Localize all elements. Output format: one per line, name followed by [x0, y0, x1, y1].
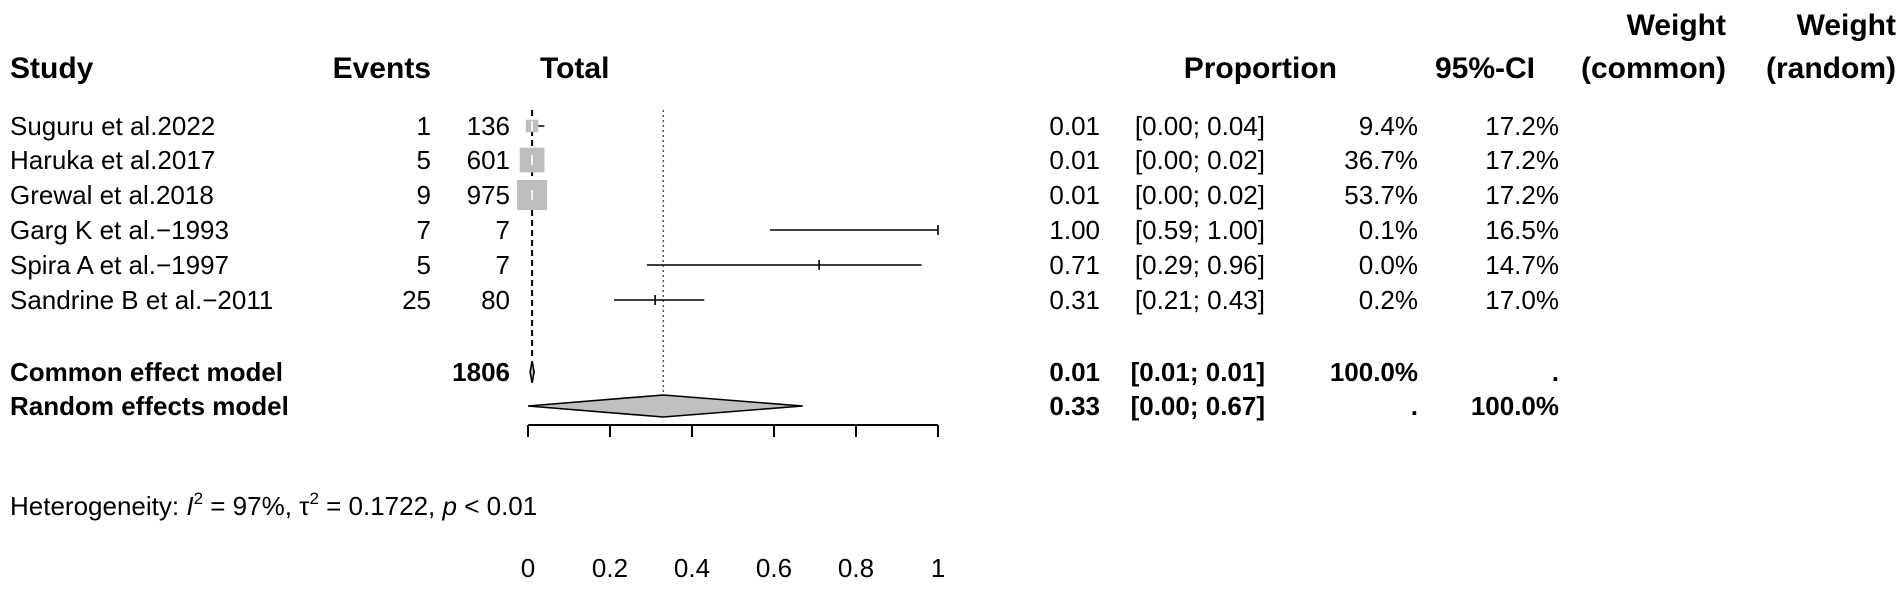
study-weight-common: 0.2%: [1359, 285, 1418, 315]
study-weight-common: 0.1%: [1359, 215, 1418, 245]
summary-weight-common: .: [1411, 391, 1418, 421]
study-ci: [0.59; 1.00]: [1135, 215, 1265, 245]
study-weight-random: 14.7%: [1485, 250, 1559, 280]
study-ci: [0.00; 0.04]: [1135, 111, 1265, 141]
header-weight-random-1: Weight: [1797, 9, 1896, 42]
summary-weight-common: 100.0%: [1330, 357, 1418, 387]
study-total: 601: [467, 145, 510, 175]
header-weight-common-2: (common): [1581, 52, 1726, 85]
summary-ci: [0.01; 0.01]: [1131, 357, 1265, 387]
study-ci: [0.00; 0.02]: [1135, 145, 1265, 175]
summary-proportion: 0.01: [1049, 357, 1100, 387]
study-total: 7: [496, 250, 510, 280]
plot-marks: [517, 110, 939, 420]
study-weight-common: 36.7%: [1344, 145, 1418, 175]
summary-label: Common effect model: [10, 357, 283, 387]
header-row: Study Events Total Proportion 95%-CI Wei…: [10, 9, 1896, 85]
header-study: Study: [10, 52, 94, 85]
study-events: 5: [417, 145, 431, 175]
header-events: Events: [333, 52, 431, 85]
study-rows: Suguru et al.2022 1 136 0.01 [0.00; 0.04] 9.4…: [10, 111, 1559, 421]
header-total: Total: [540, 52, 609, 85]
study-weight-random: 17.2%: [1485, 180, 1559, 210]
x-axis-tick-label: 0.4: [674, 553, 710, 583]
study-events: 25: [402, 285, 431, 315]
summary-label: Random effects model: [10, 391, 289, 421]
study-name: Garg K et al.−1993: [10, 215, 229, 245]
study-ci: [0.21; 0.43]: [1135, 285, 1265, 315]
study-weight-common: 0.0%: [1359, 250, 1418, 280]
study-events: 1: [417, 111, 431, 141]
x-axis: 0 0.2 0.4 0.6 0.8 1: [521, 424, 945, 583]
summary-weight-random: .: [1552, 357, 1559, 387]
x-axis-tick-label: 0.2: [592, 553, 628, 583]
study-name: Sandrine B et al.−2011: [10, 285, 273, 315]
x-axis-tick-label: 1: [931, 553, 945, 583]
header-weight-common-1: Weight: [1627, 9, 1726, 42]
study-ci: [0.29; 0.96]: [1135, 250, 1265, 280]
summary-diamond: [527, 394, 803, 418]
study-total: 975: [467, 180, 510, 210]
x-axis-tick-label: 0: [521, 553, 535, 583]
header-proportion: Proportion: [1184, 52, 1337, 85]
study-name: Suguru et al.2022: [10, 111, 215, 141]
summary-diamond: [529, 360, 535, 384]
study-total: 7: [496, 215, 510, 245]
study-total: 80: [481, 285, 510, 315]
summary-total: 1806: [452, 357, 510, 387]
study-weight-common: 9.4%: [1359, 111, 1418, 141]
study-proportion: 0.31: [1049, 285, 1100, 315]
study-proportion: 0.71: [1049, 250, 1100, 280]
study-events: 7: [417, 215, 431, 245]
summary-proportion: 0.33: [1049, 391, 1100, 421]
study-weight-random: 17.0%: [1485, 285, 1559, 315]
header-ci: 95%-CI: [1435, 52, 1535, 85]
study-name: Grewal et al.2018: [10, 180, 214, 210]
x-axis-tick-label: 0.6: [756, 553, 792, 583]
study-weight-random: 17.2%: [1485, 111, 1559, 141]
study-name: Spira A et al.−1997: [10, 250, 229, 280]
summary-weight-random: 100.0%: [1471, 391, 1559, 421]
study-ci: [0.00; 0.02]: [1135, 180, 1265, 210]
study-proportion: 0.01: [1049, 180, 1100, 210]
study-weight-random: 16.5%: [1485, 215, 1559, 245]
study-events: 9: [417, 180, 431, 210]
x-axis-tick-label: 0.8: [838, 553, 874, 583]
study-weight-common: 53.7%: [1344, 180, 1418, 210]
study-proportion: 0.01: [1049, 111, 1100, 141]
study-total: 136: [467, 111, 510, 141]
study-weight-random: 17.2%: [1485, 145, 1559, 175]
study-name: Haruka et al.2017: [10, 145, 215, 175]
study-events: 5: [417, 250, 431, 280]
study-proportion: 1.00: [1049, 215, 1100, 245]
heterogeneity-text: Heterogeneity: I2 = 97%, τ2 = 0.1722, p …: [10, 489, 537, 521]
summary-ci: [0.00; 0.67]: [1131, 391, 1265, 421]
study-proportion: 0.01: [1049, 145, 1100, 175]
header-weight-random-2: (random): [1766, 52, 1896, 85]
